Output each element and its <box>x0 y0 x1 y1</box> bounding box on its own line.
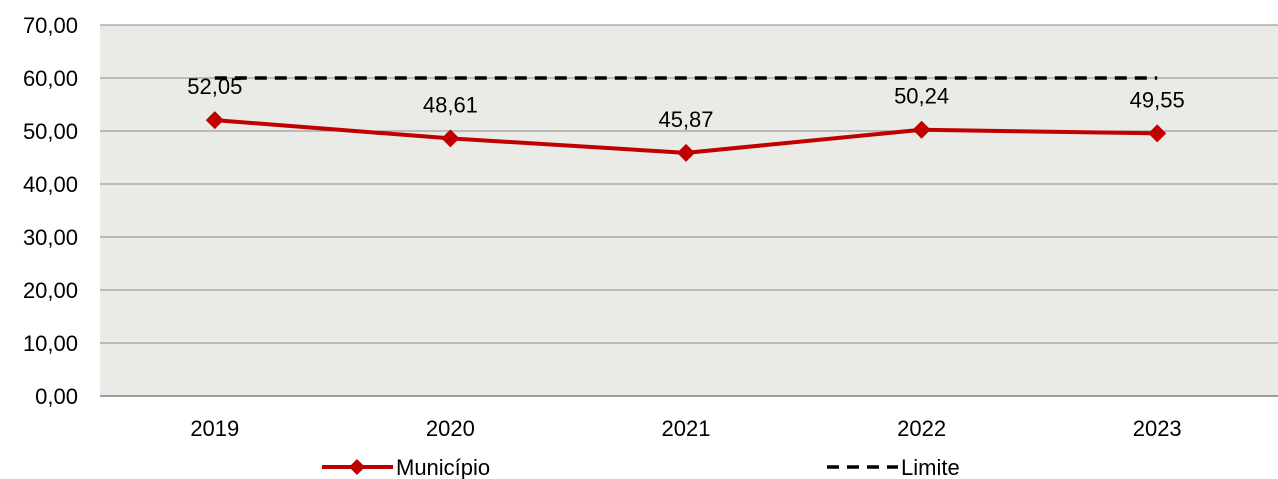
data-point-municipio <box>1148 124 1167 143</box>
legend-municipio-label: Município <box>396 455 490 479</box>
y-tick-label: 40,00 <box>23 172 78 197</box>
data-point-municipio <box>677 143 695 162</box>
x-tick-label: 2023 <box>1133 416 1182 441</box>
data-labels: 52,05 48,61 45,87 50,24 49,55 <box>187 74 1184 132</box>
y-tick-label: 30,00 <box>23 225 78 250</box>
x-axis: 2019 2020 2021 2022 2023 <box>190 416 1181 441</box>
y-tick-label: 10,00 <box>23 331 78 356</box>
y-tick-label: 20,00 <box>23 278 78 303</box>
x-tick-label: 2020 <box>426 416 475 441</box>
data-point-municipio <box>205 111 224 130</box>
data-point-municipio <box>441 129 460 148</box>
x-tick-label: 2022 <box>897 416 946 441</box>
data-label: 45,87 <box>658 107 713 132</box>
x-tick-label: 2021 <box>662 416 711 441</box>
legend-municipio-marker <box>349 459 365 475</box>
data-label: 49,55 <box>1130 87 1185 112</box>
legend-item-limite: Limite <box>827 455 960 479</box>
y-tick-label: 50,00 <box>23 119 78 144</box>
data-label: 50,24 <box>894 84 949 109</box>
data-label: 52,05 <box>187 74 242 99</box>
series-layer <box>205 76 1167 162</box>
legend: Município Limite <box>322 455 960 479</box>
y-axis: 0,00 10,00 20,00 30,00 40,00 50,00 60,00 70,00 <box>23 13 78 409</box>
plot-area <box>100 25 1278 396</box>
y-tick-label: 60,00 <box>23 66 78 91</box>
data-point-municipio <box>912 120 931 139</box>
y-tick-label: 70,00 <box>23 13 78 38</box>
y-tick-label: 0,00 <box>35 384 78 409</box>
legend-limite-label: Limite <box>901 455 960 479</box>
data-label: 48,61 <box>423 92 478 117</box>
legend-item-municipio: Município <box>322 455 490 479</box>
x-tick-label: 2019 <box>190 416 239 441</box>
